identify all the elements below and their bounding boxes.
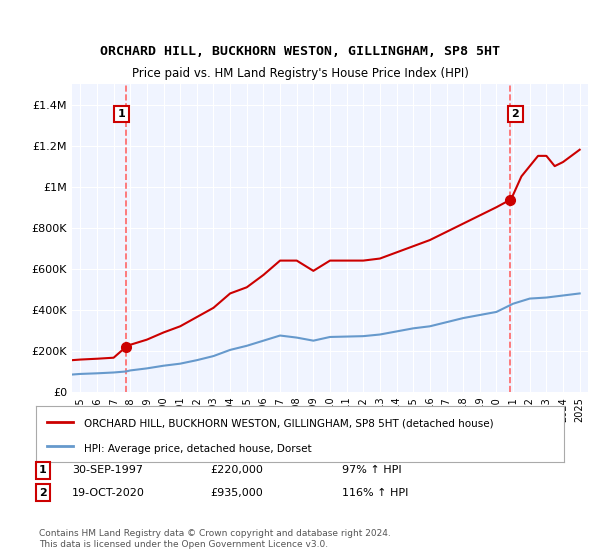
Text: £220,000: £220,000 <box>210 465 263 475</box>
Text: 116% ↑ HPI: 116% ↑ HPI <box>342 488 409 498</box>
Text: £935,000: £935,000 <box>210 488 263 498</box>
Text: Price paid vs. HM Land Registry's House Price Index (HPI): Price paid vs. HM Land Registry's House … <box>131 67 469 80</box>
Text: ORCHARD HILL, BUCKHORN WESTON, GILLINGHAM, SP8 5HT: ORCHARD HILL, BUCKHORN WESTON, GILLINGHA… <box>100 45 500 58</box>
Text: 2: 2 <box>39 488 47 498</box>
Text: 1: 1 <box>39 465 47 475</box>
Text: 97% ↑ HPI: 97% ↑ HPI <box>342 465 401 475</box>
Text: 30-SEP-1997: 30-SEP-1997 <box>72 465 143 475</box>
Text: 1: 1 <box>118 109 125 119</box>
Text: Contains HM Land Registry data © Crown copyright and database right 2024.
This d: Contains HM Land Registry data © Crown c… <box>39 529 391 549</box>
Text: 19-OCT-2020: 19-OCT-2020 <box>72 488 145 498</box>
Text: ORCHARD HILL, BUCKHORN WESTON, GILLINGHAM, SP8 5HT (detached house): ORCHARD HILL, BUCKHORN WESTON, GILLINGHA… <box>83 419 493 429</box>
Text: HPI: Average price, detached house, Dorset: HPI: Average price, detached house, Dors… <box>83 444 311 454</box>
Text: 2: 2 <box>511 109 519 119</box>
